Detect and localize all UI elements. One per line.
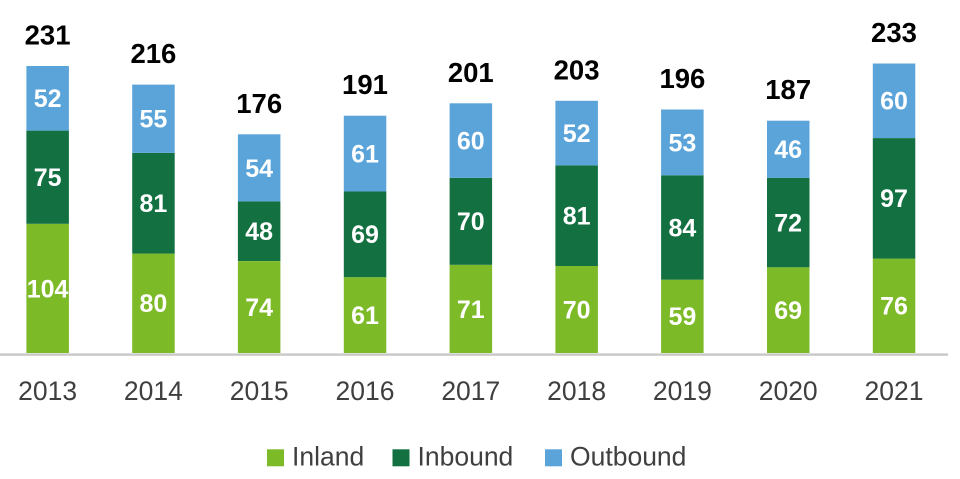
svg-text:2021: 2021 (865, 376, 924, 406)
svg-text:80: 80 (139, 290, 167, 318)
svg-text:46: 46 (774, 136, 802, 164)
svg-text:2020: 2020 (759, 376, 818, 406)
svg-text:76: 76 (880, 293, 908, 321)
svg-text:2015: 2015 (230, 376, 289, 406)
svg-text:Outbound: Outbound (570, 442, 686, 472)
svg-text:2019: 2019 (653, 376, 712, 406)
svg-text:231: 231 (25, 20, 71, 51)
svg-text:176: 176 (236, 88, 282, 119)
svg-text:191: 191 (342, 69, 388, 100)
svg-text:61: 61 (351, 302, 379, 330)
svg-text:60: 60 (880, 88, 908, 116)
svg-text:104: 104 (27, 275, 69, 303)
svg-text:2016: 2016 (336, 376, 395, 406)
svg-text:60: 60 (457, 127, 485, 155)
svg-text:74: 74 (245, 294, 273, 322)
svg-text:55: 55 (139, 106, 167, 134)
svg-text:2013: 2013 (18, 376, 77, 406)
svg-text:71: 71 (457, 296, 485, 324)
svg-text:84: 84 (668, 214, 696, 242)
svg-text:Inbound: Inbound (418, 442, 514, 472)
svg-text:2018: 2018 (547, 376, 606, 406)
svg-text:81: 81 (563, 203, 591, 231)
svg-text:187: 187 (765, 74, 811, 105)
svg-text:52: 52 (563, 120, 591, 148)
svg-text:59: 59 (668, 303, 696, 331)
svg-text:69: 69 (351, 221, 379, 249)
svg-text:97: 97 (880, 185, 908, 213)
svg-text:2014: 2014 (124, 376, 183, 406)
svg-text:Inland: Inland (292, 442, 364, 472)
svg-text:52: 52 (34, 85, 62, 113)
svg-text:75: 75 (34, 164, 62, 192)
svg-text:201: 201 (448, 57, 494, 88)
svg-text:2017: 2017 (441, 376, 500, 406)
svg-text:72: 72 (774, 209, 802, 237)
svg-text:233: 233 (871, 17, 917, 48)
svg-text:203: 203 (554, 54, 600, 85)
svg-text:53: 53 (668, 129, 696, 157)
svg-text:48: 48 (245, 218, 273, 246)
svg-text:61: 61 (351, 141, 379, 169)
svg-text:196: 196 (659, 63, 705, 94)
svg-text:216: 216 (130, 38, 176, 69)
svg-text:54: 54 (245, 155, 273, 183)
svg-text:70: 70 (457, 208, 485, 236)
svg-text:70: 70 (563, 296, 591, 324)
svg-text:81: 81 (139, 190, 167, 218)
svg-text:69: 69 (774, 297, 802, 325)
